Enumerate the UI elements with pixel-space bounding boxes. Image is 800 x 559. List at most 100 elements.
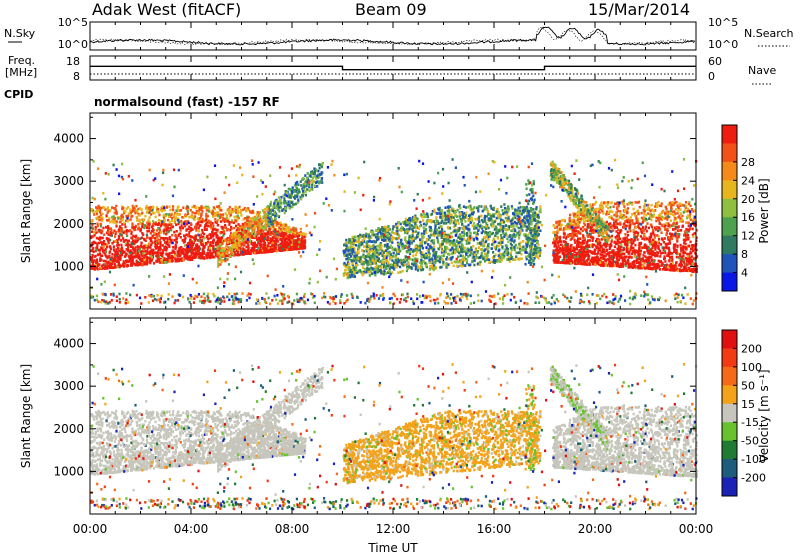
power-cell (132, 248, 134, 251)
power-cell (616, 248, 618, 251)
power-cell (183, 235, 185, 238)
power-cell (200, 221, 202, 224)
power-cell (653, 213, 655, 216)
power-cell (691, 244, 693, 247)
power-cell (621, 263, 623, 266)
power-cell (134, 212, 136, 215)
power-cell (247, 244, 249, 247)
power-cell (687, 234, 689, 237)
power-cell (666, 254, 668, 257)
power-cell (90, 227, 92, 230)
power-cell (93, 241, 95, 244)
power-cell (207, 253, 209, 256)
power-cell (160, 237, 162, 240)
power-cell (621, 240, 623, 243)
power-cell (289, 196, 291, 199)
power-cell (179, 258, 181, 261)
power-cell (107, 256, 109, 259)
power-cell (297, 236, 299, 239)
power-cell (184, 244, 186, 247)
power-cell (609, 247, 611, 250)
power-cell (173, 231, 175, 234)
power-cell (680, 229, 682, 232)
power-cell (151, 242, 153, 245)
power-cell (270, 226, 272, 229)
power-cell (628, 219, 630, 222)
power-cell (654, 236, 656, 239)
power-cell (96, 218, 98, 221)
power-cell (189, 239, 191, 242)
power-cell (243, 228, 245, 231)
power-cell (198, 209, 200, 212)
power-cell (624, 208, 626, 211)
power-cell (579, 254, 581, 257)
power-cell (212, 247, 214, 250)
power-cell (91, 208, 93, 211)
power-cell (611, 235, 613, 238)
power-cell (155, 216, 157, 219)
power-cell (642, 219, 644, 222)
power-cell (583, 259, 585, 262)
power-cell (563, 232, 565, 235)
power-cell (682, 225, 684, 228)
power-cell (558, 249, 560, 252)
power-cell (216, 220, 218, 223)
power-cell (285, 241, 287, 244)
power-cell (177, 253, 179, 256)
power-cell (190, 236, 192, 239)
power-cell (168, 223, 170, 226)
power-cell (148, 257, 150, 260)
power-cell (634, 244, 636, 247)
power-cell (637, 213, 639, 216)
power-cell (644, 267, 646, 270)
power-cell (605, 213, 607, 216)
power-cell (98, 249, 100, 252)
power-cell (168, 252, 170, 255)
power-cell (178, 213, 180, 216)
power-cell (101, 254, 103, 257)
power-cell (241, 229, 243, 232)
power-cell (622, 259, 624, 262)
power-cell (212, 224, 214, 227)
power-cell (639, 265, 641, 268)
power-cell (656, 263, 658, 266)
power-cell (280, 243, 282, 246)
power-cell (181, 216, 183, 219)
power-cell (668, 248, 670, 251)
power-cell (172, 250, 174, 253)
power-cell (661, 224, 663, 227)
power-cell (677, 210, 679, 213)
power-cell (659, 222, 661, 225)
power-cell (123, 265, 125, 268)
power-cell (110, 258, 112, 261)
power-cell (297, 199, 299, 202)
power-cell (685, 243, 687, 246)
power-cell (613, 205, 615, 208)
power-cell (157, 224, 159, 227)
power-cell (555, 244, 557, 247)
power-cell (592, 243, 594, 246)
power-cell (175, 246, 177, 249)
power-cell (571, 254, 573, 257)
power-cell (151, 225, 153, 228)
power-cell (569, 214, 571, 217)
power-cell (109, 250, 111, 253)
power-cell (122, 219, 124, 222)
power-cell (117, 266, 119, 269)
power-cell (626, 244, 628, 247)
power-cell (587, 258, 589, 261)
power-cell (261, 233, 263, 236)
power-cell (190, 215, 192, 218)
power-cell (212, 245, 214, 248)
power-cell (689, 217, 691, 220)
power-cell (646, 222, 648, 225)
power-cell (617, 210, 619, 213)
power-cell (608, 211, 610, 214)
power-cell (671, 257, 673, 260)
power-cell (577, 262, 579, 265)
noise-right-label: N.Search (744, 27, 794, 40)
power-cell (632, 247, 634, 250)
power-cell (669, 256, 671, 259)
power-cell (201, 207, 203, 210)
power-cell (250, 222, 252, 225)
